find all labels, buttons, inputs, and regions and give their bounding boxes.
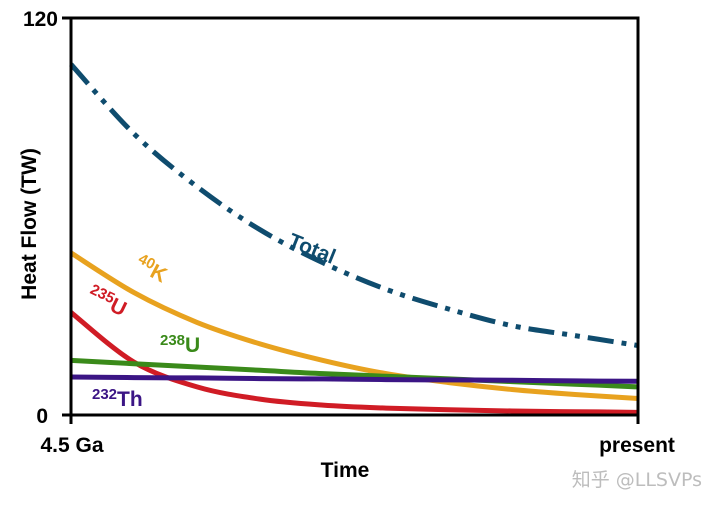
- series-label-40-k: 40K: [132, 250, 172, 287]
- x-axis-label: Time: [321, 459, 370, 482]
- series-label-total: Total: [285, 229, 339, 269]
- series-line-235-u: [69, 310, 639, 415]
- y-tick-label-top: 120: [23, 8, 58, 31]
- series-layer: [69, 62, 639, 415]
- y-tick-label-bottom: 0: [36, 405, 48, 428]
- ticks-layer: [62, 16, 640, 424]
- watermark: 知乎 @LLSVPs: [571, 469, 702, 491]
- series-line-total: [69, 62, 639, 348]
- series-label-232-th: 232Th: [92, 386, 143, 411]
- x-tick-label-right: present: [599, 434, 675, 457]
- plot-frame: [69, 16, 640, 417]
- y-axis-label: Heat Flow (TW): [18, 148, 41, 300]
- series-label-238-u: 238U: [160, 332, 200, 357]
- x-tick-label-left: 4.5 Ga: [40, 434, 103, 457]
- series-line-40-k: [69, 250, 639, 401]
- series-line-232-th: [70, 374, 639, 384]
